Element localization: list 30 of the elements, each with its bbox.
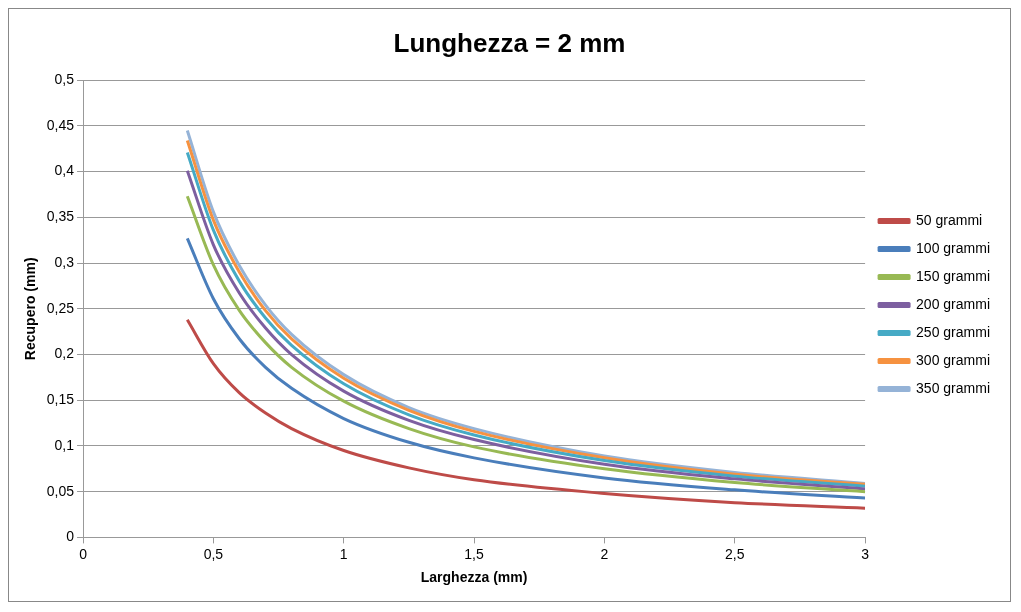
legend-label: 200 grammi bbox=[916, 295, 990, 312]
y-tick-label: 0,3 bbox=[54, 253, 75, 270]
legend-label: 50 grammi bbox=[916, 211, 983, 228]
line-series bbox=[185, 236, 866, 500]
y-tick-label: 0,1 bbox=[54, 436, 75, 453]
legend-label: 250 grammi bbox=[916, 323, 990, 340]
y-tick-label: 0 bbox=[66, 528, 75, 545]
x-tick-label: 0 bbox=[79, 545, 88, 562]
line-series bbox=[185, 318, 866, 510]
x-tick-label: 2 bbox=[600, 545, 609, 562]
x-tick-label: 1,5 bbox=[464, 545, 485, 562]
y-tick-label: 0,05 bbox=[46, 482, 75, 499]
x-tick-label: 3 bbox=[861, 545, 870, 562]
y-tick-label: 0,45 bbox=[46, 116, 75, 133]
legend-label: 300 grammi bbox=[916, 351, 990, 368]
y-tick-label: 0,2 bbox=[54, 345, 75, 362]
y-tick-label: 0,25 bbox=[46, 299, 75, 316]
legend-label: 100 grammi bbox=[916, 239, 990, 256]
y-tick-label: 0,5 bbox=[54, 71, 75, 88]
x-tick-label: 1 bbox=[339, 545, 348, 562]
y-axis-title: Recupero (mm) bbox=[22, 257, 39, 361]
x-tick-label: 2,5 bbox=[725, 545, 745, 562]
x-axis-title: Larghezza (mm) bbox=[420, 569, 528, 586]
y-tick-label: 0,35 bbox=[46, 208, 75, 225]
y-tick-label: 0,15 bbox=[46, 391, 75, 408]
x-tick-label: 0,5 bbox=[203, 545, 224, 562]
y-tick-label: 0,4 bbox=[54, 162, 75, 179]
legend-label: 150 grammi bbox=[916, 267, 990, 284]
chart-title: Lunghezza = 2 mm bbox=[393, 27, 626, 58]
legend-label: 350 grammi bbox=[916, 379, 990, 396]
